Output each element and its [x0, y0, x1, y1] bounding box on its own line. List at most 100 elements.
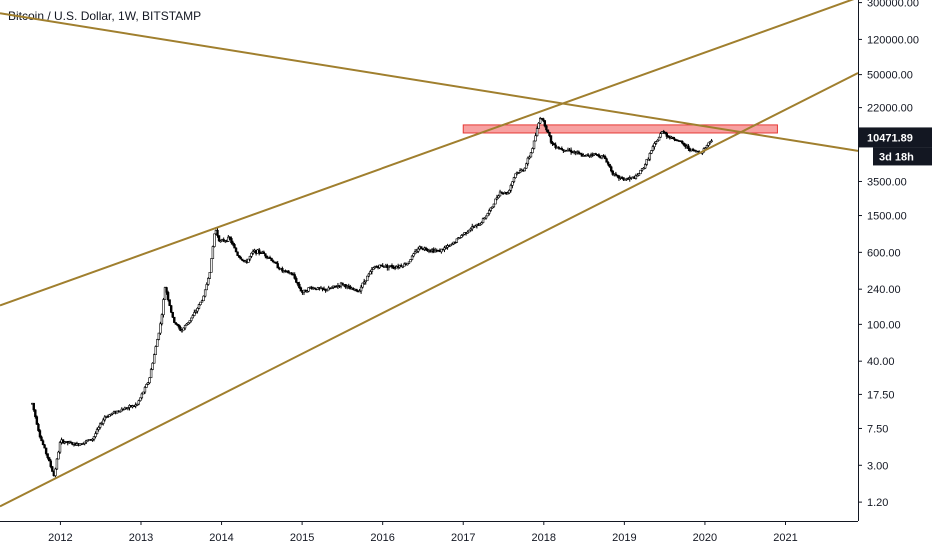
candle-body [276, 263, 279, 269]
candle-body [469, 228, 472, 231]
candle-body [682, 142, 685, 146]
candle-body [637, 173, 641, 176]
candle-body [154, 346, 157, 355]
candle-body [681, 140, 684, 144]
candle-body [126, 407, 130, 409]
candle-body [415, 250, 418, 253]
candle-body [231, 242, 235, 245]
candle-body [538, 118, 542, 124]
candle-body [362, 281, 366, 284]
candle-body [69, 441, 73, 444]
candle-body [410, 255, 414, 260]
candle-body [46, 453, 49, 458]
candle-body [500, 191, 503, 194]
x-axis[interactable]: 2012 2013 2014 2015 2016 2017 2018 2019 2020 2021 [48, 521, 798, 544]
candle-body [274, 261, 278, 264]
candle-body [511, 181, 514, 186]
candle-body [528, 156, 531, 159]
candle-body [307, 287, 310, 292]
candle-body [489, 207, 492, 211]
candle-body [81, 443, 85, 445]
candle-body [390, 265, 394, 268]
candle-body [444, 247, 448, 249]
candle-body [44, 447, 48, 454]
candle-body [287, 270, 290, 274]
zones-layer [462, 124, 778, 134]
y-axis[interactable]: 300000.00 120000.00 50000.00 22000.00 3500.0… [858, 0, 919, 509]
candle-body [517, 172, 520, 174]
candle-body [251, 251, 255, 254]
candle-body [551, 142, 554, 144]
candle-body [662, 131, 665, 133]
candle-body [230, 238, 233, 244]
candle-body [560, 148, 564, 150]
candle-body [163, 287, 167, 300]
candle-body [478, 223, 482, 226]
candle-body [257, 249, 261, 254]
candle-body [467, 229, 471, 233]
candle-body [54, 468, 57, 477]
x-tick-label: 2016 [370, 532, 394, 544]
candle-body [168, 299, 171, 306]
candle-body [247, 258, 250, 263]
y-tick-label: 120000.00 [867, 34, 919, 46]
candle-body [413, 251, 417, 255]
candle-body [48, 457, 51, 462]
candle-body [603, 156, 607, 160]
candle-body [41, 440, 45, 445]
candle-body [569, 149, 573, 153]
candle-body [271, 260, 275, 263]
candle-body [650, 150, 653, 154]
candle-body [203, 289, 207, 297]
candle-body [474, 225, 477, 228]
candle-body [142, 391, 145, 395]
x-tick-label: 2019 [612, 532, 636, 544]
trendlines-layer[interactable] [0, 0, 859, 508]
candle-body [143, 387, 147, 393]
candle-body [645, 159, 648, 165]
candle-body [548, 131, 551, 136]
candle-body [355, 288, 358, 292]
candle-body [554, 144, 557, 148]
candle-body [330, 287, 333, 289]
last-price-value: 10471.89 [867, 132, 913, 144]
candle-body [153, 354, 156, 364]
candle-body [525, 163, 528, 169]
candle-body [704, 147, 707, 150]
candle-body [693, 149, 696, 152]
candle-body [139, 397, 142, 402]
candle-body [173, 316, 176, 323]
y-tick-label: 50000.00 [867, 70, 913, 82]
candle-body [514, 173, 517, 178]
candle-body [366, 275, 369, 282]
candle-body [162, 299, 165, 316]
candle-body [656, 139, 659, 142]
resistance-zone [462, 124, 778, 134]
y-tick-label: 3.00 [867, 460, 888, 472]
candle-body [710, 140, 713, 143]
y-tick-label: 300000.00 [867, 0, 919, 10]
candle-body [190, 317, 193, 321]
candle-body [369, 271, 372, 275]
candle-body [293, 274, 296, 279]
candle-body [179, 326, 182, 331]
candle-body [466, 231, 469, 234]
y-tick-label: 600.00 [867, 247, 901, 259]
candle-body [57, 451, 60, 460]
candle-body [177, 324, 181, 328]
candle-body [518, 170, 522, 173]
candle-body [217, 235, 221, 242]
candle-body [409, 259, 412, 263]
candle-body [213, 233, 216, 247]
candle-body [165, 287, 168, 293]
candle-body [108, 414, 111, 417]
candle-body [687, 145, 690, 150]
candle-body [199, 301, 202, 305]
candle-body [94, 433, 97, 437]
trendline-upper-channel [0, 0, 855, 307]
candle-body [100, 423, 103, 425]
chart-title: Bitcoin / U.S. Dollar, 1W, BITSTAMP [8, 9, 202, 23]
candle-body [216, 230, 219, 236]
candle-body [241, 258, 244, 261]
